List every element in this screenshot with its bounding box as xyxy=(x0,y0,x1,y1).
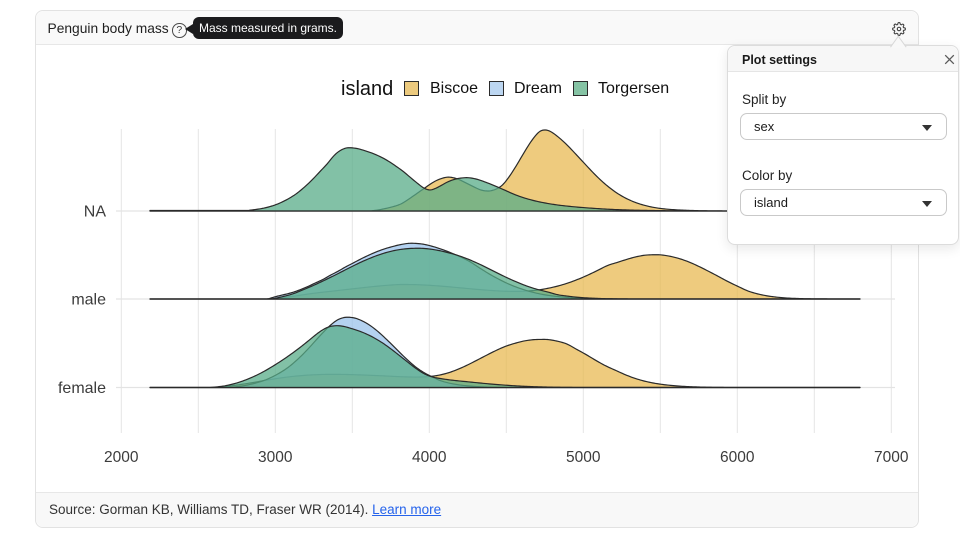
svg-text:3000: 3000 xyxy=(258,449,293,466)
svg-text:4000: 4000 xyxy=(412,449,447,466)
svg-text:male: male xyxy=(71,292,106,309)
svg-text:5000: 5000 xyxy=(566,449,601,466)
svg-text:female: female xyxy=(58,380,106,397)
svg-text:7000: 7000 xyxy=(874,449,909,466)
svg-text:NA: NA xyxy=(84,204,107,221)
svg-text:2000: 2000 xyxy=(104,449,139,466)
svg-text:6000: 6000 xyxy=(720,449,755,466)
